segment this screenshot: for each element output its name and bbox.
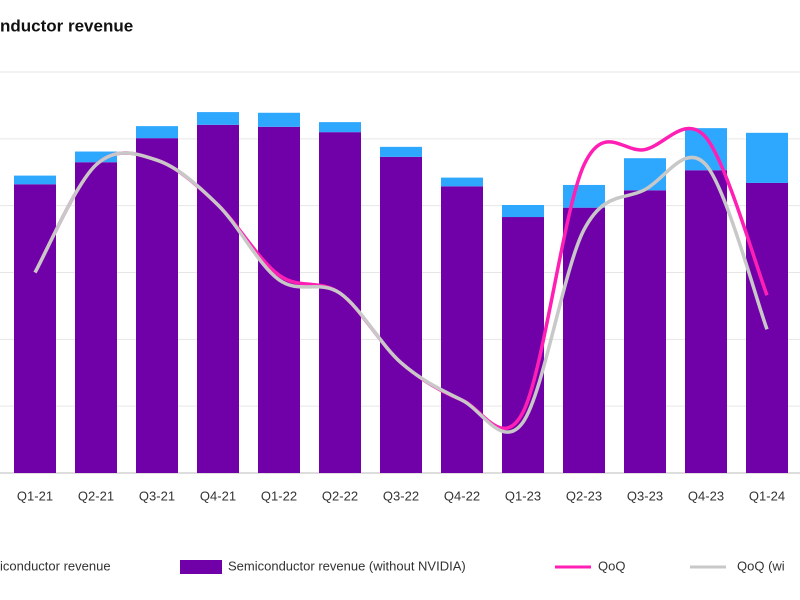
bar xyxy=(258,112,300,127)
bar xyxy=(441,186,483,473)
x-tick-label: Q4-22 xyxy=(444,488,480,503)
bar xyxy=(502,204,544,218)
bar xyxy=(685,170,727,473)
bar xyxy=(563,207,605,473)
bar xyxy=(441,177,483,187)
bar xyxy=(136,138,178,474)
bar xyxy=(502,217,544,473)
x-tick-label: Q3-21 xyxy=(139,488,175,503)
bar xyxy=(14,175,56,185)
bar xyxy=(563,184,605,208)
legend-label: iconductor revenue xyxy=(0,558,111,573)
legend-label: QoQ xyxy=(598,558,625,573)
legend-label: QoQ (wi xyxy=(737,558,785,573)
chart-title: nductor revenue xyxy=(0,16,133,35)
bar xyxy=(75,162,117,473)
x-tick-label: Q1-22 xyxy=(261,488,297,503)
bar xyxy=(746,132,788,183)
bar xyxy=(258,126,300,473)
bar xyxy=(624,190,666,474)
x-tick-label: Q2-21 xyxy=(78,488,114,503)
bar xyxy=(624,158,666,191)
x-tick-label: Q2-23 xyxy=(566,488,602,503)
x-tick-label: Q1-24 xyxy=(749,488,785,503)
legend-label: Semiconductor revenue (without NVIDIA) xyxy=(228,558,466,573)
bar xyxy=(319,122,361,133)
legend-swatch xyxy=(180,560,222,574)
bar xyxy=(75,151,117,163)
line xyxy=(33,151,769,434)
bar xyxy=(136,126,178,139)
x-tick-label: Q4-23 xyxy=(688,488,724,503)
x-tick-label: Q4-21 xyxy=(200,488,236,503)
bar xyxy=(14,184,56,473)
bar xyxy=(319,132,361,473)
bar xyxy=(197,112,239,125)
x-tick-label: Q3-22 xyxy=(383,488,419,503)
bar xyxy=(197,124,239,473)
bar xyxy=(380,146,422,157)
x-tick-label: Q3-23 xyxy=(627,488,663,503)
x-tick-label: Q1-23 xyxy=(505,488,541,503)
x-tick-label: Q1-21 xyxy=(17,488,53,503)
x-tick-label: Q2-22 xyxy=(322,488,358,503)
bar xyxy=(380,156,422,473)
